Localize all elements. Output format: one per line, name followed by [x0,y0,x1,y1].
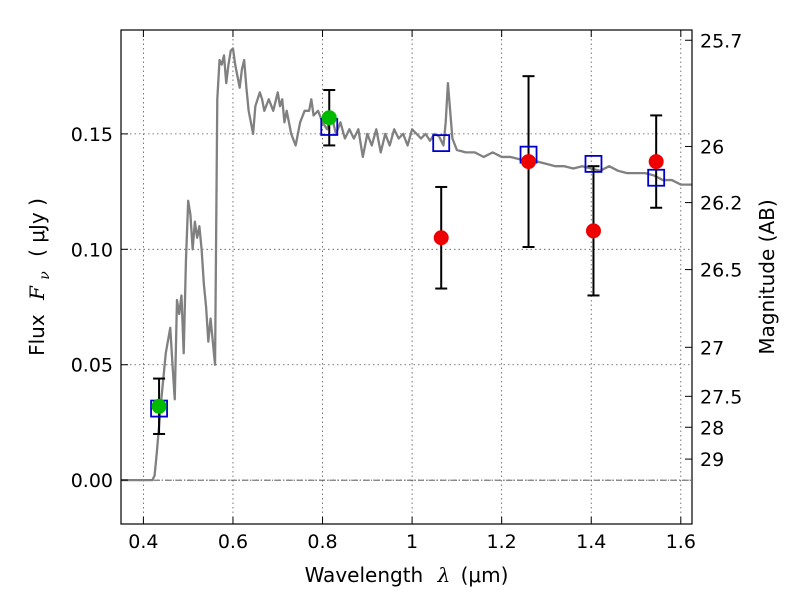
model-photometry-square [647,168,666,187]
plot-frame [120,29,693,525]
x-axis-label: Wavelength λ (μm) [305,563,509,587]
axis-ticks: 0.4 0.6 0.8 1 1.2 1.4 1.6 0.00 0.05 0.10 0.15 25.7 2… [71,30,742,553]
model-photometry-square [584,154,603,173]
magnitude-axis-label: Magnitude (AB) [755,199,779,354]
x-tick-label: 1.2 [487,531,517,553]
magnitude-tick-label: 26 [700,136,724,158]
model-spectrum [121,47,692,482]
detection-point [151,398,167,414]
x-tick-label: 1.6 [666,531,696,553]
observation-point [433,230,449,246]
magnitude-tick-label: 27 [700,337,724,359]
error-bars [153,75,663,435]
x-axis-label-unit: (μm) [461,563,509,587]
x-axis-label-text: Wavelength [305,563,424,587]
y-axis-label-subscript: ν [37,271,53,280]
x-tick-label: 1 [406,531,418,553]
model-photometry-square [432,134,451,153]
y-axis-label-unit: ( μJy ) [25,198,49,257]
y-tick-label: 0.10 [71,239,113,261]
observed-points [151,110,664,414]
detection-point [321,110,337,126]
observation-point [648,154,664,170]
x-tick-label: 0.4 [128,531,158,553]
magnitude-tick-label: 26.5 [700,260,742,282]
observation-point [585,223,601,239]
model-photometry-points [150,118,666,418]
x-tick-label: 0.6 [218,531,248,553]
x-axis-label-symbol: λ [437,563,451,587]
observation-point [521,154,537,170]
y-tick-label: 0.05 [71,355,113,377]
y-tick-label: 0.00 [71,470,113,492]
x-tick-label: 1.4 [576,531,606,553]
magnitude-tick-label: 25.7 [700,30,742,52]
magnitude-tick-label: 28 [700,417,724,439]
y-axis-label: Flux F ν ( μJy ) [25,198,54,356]
spectrum-line [121,47,692,482]
x-tick-label: 0.8 [307,531,337,553]
y-tick-label: 0.15 [71,124,113,146]
magnitude-tick-label: 27.5 [700,386,742,408]
y-axis-label-text: Flux [25,314,49,356]
magnitude-tick-label: 29 [700,449,724,471]
y-axis-label-symbol: F [25,285,49,301]
grid-lines [121,30,692,524]
magnitude-tick-label: 26.2 [700,193,742,215]
